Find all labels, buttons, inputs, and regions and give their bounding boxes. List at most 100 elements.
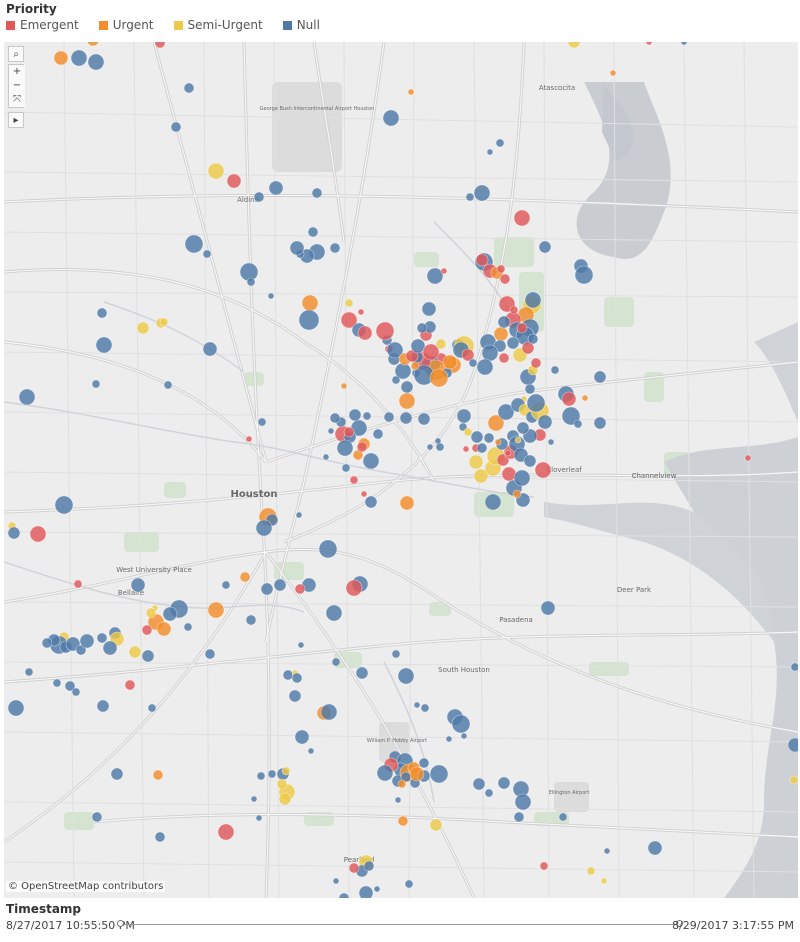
- incident-marker: [470, 430, 484, 444]
- pan-reset-icon[interactable]: ⤧: [9, 93, 25, 107]
- place-label: Channelview: [632, 472, 677, 480]
- incident-marker: [416, 322, 428, 334]
- incident-marker: [647, 840, 663, 856]
- zoom-in-button[interactable]: +: [9, 65, 25, 79]
- incident-marker: [357, 308, 365, 316]
- place-label: William P. Hobby Airport: [367, 738, 427, 744]
- incident-marker: [512, 489, 522, 499]
- incident-marker: [498, 352, 510, 364]
- priority-legend: Priority Emergent Urgent Semi-Urgent Null: [6, 2, 796, 38]
- incident-marker: [163, 380, 173, 390]
- timestamp-slider-end-handle[interactable]: [676, 920, 683, 927]
- incident-marker: [245, 435, 253, 443]
- park-area: [124, 532, 159, 552]
- highway-centerline: [283, 42, 525, 543]
- incident-marker: [267, 292, 275, 300]
- highway-centerline: [4, 631, 798, 683]
- incident-marker: [7, 526, 21, 540]
- legend-item-urgent[interactable]: Urgent: [98, 18, 154, 32]
- incident-marker: [159, 317, 169, 327]
- incident-marker: [170, 121, 182, 133]
- timestamp-slider-start-handle[interactable]: [117, 920, 124, 927]
- incident-marker: [70, 49, 88, 67]
- incident-marker: [593, 370, 607, 384]
- incident-marker: [391, 649, 401, 659]
- incident-marker: [162, 606, 178, 622]
- incident-marker: [472, 777, 486, 791]
- minor-road: [743, 42, 755, 898]
- incident-marker: [645, 42, 653, 46]
- expand-toolbar-icon[interactable]: ▸: [8, 112, 24, 128]
- bayou: [383, 661, 435, 803]
- incident-marker: [141, 624, 153, 636]
- incident-marker: [462, 445, 470, 453]
- incident-marker: [600, 877, 608, 885]
- legend-item-emergent[interactable]: Emergent: [6, 18, 79, 32]
- minor-road: [133, 42, 145, 898]
- timestamp-start-value: 8/27/2017 10:55:50 PM: [6, 919, 135, 932]
- incident-marker: [327, 427, 335, 435]
- legend-item-null[interactable]: Null: [282, 18, 320, 32]
- incident-marker: [297, 641, 305, 649]
- incident-marker: [442, 354, 458, 370]
- incident-marker: [429, 818, 443, 832]
- incident-marker: [246, 277, 256, 287]
- incident-marker: [358, 885, 374, 898]
- incident-marker: [404, 879, 414, 889]
- park-area: [589, 662, 629, 676]
- incident-marker: [410, 338, 426, 354]
- incident-marker: [336, 439, 354, 457]
- incident-marker: [463, 427, 473, 437]
- map-canvas[interactable]: Houston Aldine Pasadena South Houston Bellai…: [4, 42, 798, 898]
- incident-marker: [278, 792, 292, 806]
- incident-marker: [573, 419, 583, 429]
- incident-marker: [481, 344, 499, 362]
- incident-marker: [586, 866, 596, 876]
- zoom-out-button[interactable]: −: [9, 79, 25, 93]
- legend-item-semi-urgent[interactable]: Semi-Urgent: [173, 18, 263, 32]
- legend-label: Urgent: [112, 18, 154, 32]
- incident-marker: [516, 322, 528, 334]
- map-attribution[interactable]: © OpenStreetMap contributors: [6, 881, 166, 892]
- incident-marker: [7, 699, 25, 717]
- map-view[interactable]: Houston Aldine Pasadena South Houston Bellai…: [4, 42, 798, 898]
- legend-items: Emergent Urgent Semi-Urgent Null: [6, 18, 320, 32]
- bay-water: [664, 437, 798, 898]
- incident-marker: [417, 412, 431, 426]
- incident-marker: [429, 764, 449, 784]
- incident-marker: [744, 454, 752, 462]
- legend-swatch: [98, 20, 108, 30]
- incident-marker: [245, 614, 257, 626]
- incident-marker: [524, 383, 536, 395]
- incident-marker: [394, 796, 402, 804]
- incident-marker: [141, 649, 155, 663]
- incident-marker: [680, 42, 688, 46]
- incident-marker: [145, 607, 157, 619]
- incident-marker: [268, 180, 284, 196]
- incident-marker: [445, 735, 453, 743]
- incident-marker: [250, 795, 258, 803]
- timestamp-slider-track[interactable]: [120, 924, 680, 925]
- highway-centerline: [4, 194, 798, 213]
- incident-marker: [787, 737, 798, 753]
- park-area: [64, 812, 94, 830]
- incident-marker: [294, 729, 310, 745]
- incident-marker: [79, 633, 95, 649]
- park-area: [414, 252, 439, 267]
- incident-marker: [267, 769, 277, 779]
- incident-marker: [325, 604, 343, 622]
- place-label: George Bush Intercontinental Airport Hou…: [260, 106, 375, 112]
- incident-marker: [147, 703, 157, 713]
- incident-marker: [523, 454, 537, 468]
- incident-marker: [87, 53, 105, 71]
- incident-marker: [473, 184, 491, 202]
- incident-marker: [493, 326, 509, 342]
- incident-marker: [294, 583, 306, 595]
- search-icon[interactable]: ⌕: [8, 46, 24, 62]
- minor-road: [4, 111, 798, 128]
- lake-water: [576, 82, 671, 259]
- incident-marker: [202, 249, 212, 259]
- incident-marker: [345, 579, 363, 597]
- incident-marker: [96, 632, 108, 644]
- incident-marker: [487, 414, 505, 432]
